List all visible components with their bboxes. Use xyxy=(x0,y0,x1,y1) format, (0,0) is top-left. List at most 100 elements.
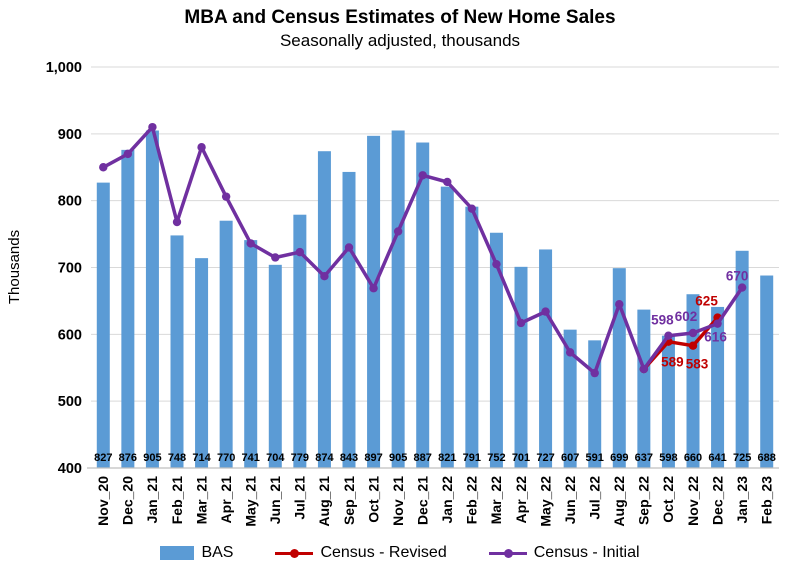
bar-value-label: 598 xyxy=(659,452,677,464)
marker-census-initial xyxy=(172,217,182,227)
marker-census-initial xyxy=(148,122,157,132)
x-tick-label: Sep_22 xyxy=(636,476,652,525)
chart-title: MBA and Census Estimates of New Home Sal… xyxy=(184,7,616,28)
bar xyxy=(539,249,553,468)
bar xyxy=(145,130,159,468)
bar xyxy=(416,142,430,468)
x-tick-label: Aug_22 xyxy=(611,476,627,527)
bar xyxy=(170,235,184,468)
legend-label-bas: BAS xyxy=(201,544,234,561)
bar-value-label: 905 xyxy=(389,452,407,464)
legend-label-census-initial: Census - Initial xyxy=(533,544,640,561)
x-tick-label: Jan_21 xyxy=(144,476,160,524)
y-tick-label: 400 xyxy=(58,461,82,477)
bas-bar-swatch xyxy=(160,546,195,560)
x-tick-label: Jul_21 xyxy=(292,476,308,520)
marker-census-initial xyxy=(320,271,329,281)
bar-value-label: 791 xyxy=(463,452,481,464)
x-tick-label: Dec_21 xyxy=(415,476,431,525)
marker-census-initial xyxy=(197,143,206,152)
bar xyxy=(686,294,700,468)
bar xyxy=(489,232,503,468)
marker-census-initial xyxy=(467,204,477,213)
marker-census-initial xyxy=(639,364,649,374)
marker-census-initial xyxy=(99,163,108,172)
bar-value-label: 874 xyxy=(315,452,334,464)
legend-item-census-revised: Census - Revised xyxy=(275,544,447,562)
bar xyxy=(293,214,307,468)
bar-value-label: 876 xyxy=(119,452,137,464)
x-tick-label: Oct_21 xyxy=(365,476,381,523)
marker-census-initial xyxy=(271,253,280,262)
x-tick-label: Dec_22 xyxy=(709,476,725,525)
marker-census-initial xyxy=(123,149,133,159)
y-tick-label: 800 xyxy=(58,194,82,210)
point-data-label: 625 xyxy=(695,294,718,309)
x-tick-label: Feb_21 xyxy=(169,476,185,524)
x-tick-label: Jun_22 xyxy=(562,476,578,524)
y-tick-label: 1,000 xyxy=(46,60,82,76)
bar-value-label: 688 xyxy=(758,452,776,464)
bar-value-label: 701 xyxy=(512,452,530,464)
bar xyxy=(121,149,135,468)
x-tick-label: May_22 xyxy=(537,476,553,527)
legend-item-census-initial: Census - Initial xyxy=(488,544,640,562)
bar-value-label: 897 xyxy=(364,452,382,464)
x-tick-label: May_21 xyxy=(243,476,259,527)
bar-value-label: 821 xyxy=(438,452,456,464)
x-tick-label: Feb_23 xyxy=(759,476,775,524)
bar-value-label: 607 xyxy=(561,452,579,464)
x-tick-label: Jan_22 xyxy=(439,476,455,524)
y-tick-label: 900 xyxy=(58,127,82,143)
bar xyxy=(711,306,725,468)
bar xyxy=(244,240,258,468)
bar xyxy=(96,182,110,468)
bar xyxy=(637,309,651,468)
marker-census-initial xyxy=(713,319,722,328)
bar xyxy=(317,151,331,468)
legend-label-census-revised: Census - Revised xyxy=(320,544,447,561)
point-data-label: 602 xyxy=(675,309,698,324)
line-census-revised xyxy=(642,315,720,371)
point-data-label: 598 xyxy=(651,313,674,328)
marker-census-initial xyxy=(295,247,305,257)
bar-value-label: 591 xyxy=(586,452,604,464)
point-data-label: 583 xyxy=(686,357,709,372)
bar-value-label: 725 xyxy=(733,452,751,464)
bar-value-label: 727 xyxy=(536,452,554,464)
bar xyxy=(760,275,774,468)
marker-census-initial xyxy=(688,328,698,338)
marker-census-initial xyxy=(516,318,526,328)
marker-census-initial xyxy=(664,331,673,340)
bar-value-label: 637 xyxy=(635,452,653,464)
bar xyxy=(661,335,675,468)
census-initial-line-swatch xyxy=(488,547,527,559)
x-tick-label: Apr_22 xyxy=(513,476,529,524)
marker-census-initial xyxy=(246,239,255,248)
x-tick-label: Sep_21 xyxy=(341,476,357,525)
bar-value-label: 752 xyxy=(487,452,505,464)
x-tick-label: Jul_22 xyxy=(587,476,603,520)
marker-census-revised xyxy=(688,341,698,350)
bar xyxy=(735,250,749,468)
x-tick-label: Nov_22 xyxy=(685,476,701,526)
bar-value-label: 699 xyxy=(610,452,628,464)
marker-census-initial xyxy=(393,227,403,236)
x-tick-label: Nov_21 xyxy=(390,476,406,526)
bar xyxy=(268,264,282,468)
census-revised-line-swatch xyxy=(275,547,314,559)
bar-value-label: 779 xyxy=(291,452,309,464)
bar-value-label: 905 xyxy=(143,452,161,464)
bar-value-label: 660 xyxy=(684,452,702,464)
bar-value-label: 843 xyxy=(340,452,358,464)
x-tick-label: Mar_22 xyxy=(488,476,504,524)
x-tick-label: Feb_22 xyxy=(464,476,480,524)
legend-item-bas: BAS xyxy=(160,544,233,562)
bar xyxy=(612,268,626,468)
bar xyxy=(563,329,577,468)
bar xyxy=(219,220,233,468)
x-tick-label: Apr_21 xyxy=(218,476,234,524)
y-tick-label: 700 xyxy=(58,261,82,277)
y-tick-label: 500 xyxy=(58,394,82,410)
